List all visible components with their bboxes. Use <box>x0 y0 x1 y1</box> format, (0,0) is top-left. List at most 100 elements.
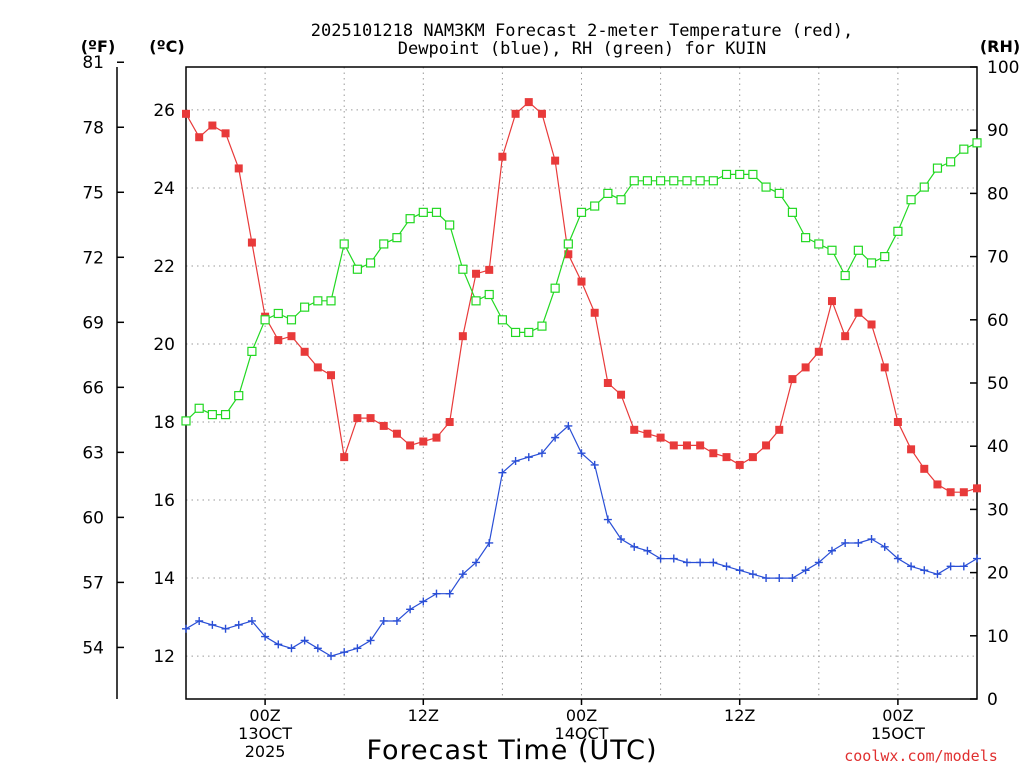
rh-tick-label: 70 <box>987 248 1009 268</box>
celsius-tick-label: 12 <box>153 647 175 667</box>
temperature-point <box>419 437 428 446</box>
dewpoint-point <box>827 546 836 555</box>
rh-point <box>590 201 600 211</box>
temperature-point <box>788 375 797 384</box>
rh-point <box>194 403 204 413</box>
dewpoint-point <box>973 554 981 563</box>
temperature-point <box>907 445 916 454</box>
temperature-point <box>195 133 204 142</box>
dewpoint-point <box>735 566 744 575</box>
dewpoint-point <box>854 538 863 547</box>
temperature-point <box>814 347 823 356</box>
dewpoint-point <box>775 574 784 583</box>
temperature-point <box>735 460 744 469</box>
x-tick-label: 13OCT <box>238 724 292 743</box>
dewpoint-point <box>603 515 612 524</box>
temperature-point <box>643 429 652 438</box>
temperature-point <box>182 109 190 118</box>
dewpoint-point <box>893 554 902 563</box>
celsius-tick-label: 26 <box>153 101 175 121</box>
celsius-tick-label: 16 <box>153 491 175 511</box>
fahrenheit-tick-label: 72 <box>82 248 104 268</box>
rh-point <box>919 182 929 192</box>
rh-point <box>181 416 191 426</box>
rh-point <box>550 283 560 293</box>
temperature-point <box>392 429 401 438</box>
temperature-point <box>656 433 665 442</box>
rh-point <box>352 264 362 274</box>
rh-tick-label: 60 <box>987 311 1009 331</box>
fahrenheit-tick-label: 66 <box>82 378 104 398</box>
fahrenheit-tick-label: 54 <box>82 638 104 658</box>
dewpoint-point <box>300 636 309 645</box>
temperature-point <box>511 109 520 118</box>
rh-point <box>972 138 982 148</box>
rh-point <box>814 239 824 249</box>
dewpoint-point <box>406 605 415 614</box>
dewpoint-point <box>524 453 533 462</box>
temperature-point <box>445 418 454 427</box>
dewpoint-point <box>946 562 955 571</box>
celsius-unit-label: (ºC) <box>149 37 184 56</box>
rh-point <box>313 296 323 306</box>
fahrenheit-tick-label: 81 <box>82 53 104 73</box>
temperature-point <box>458 332 467 341</box>
dewpoint-point <box>801 566 810 575</box>
dewpoint-point <box>959 562 968 571</box>
rh-point <box>655 176 666 186</box>
rh-point <box>959 144 969 154</box>
temperature-point <box>379 421 388 430</box>
celsius-tick-label: 20 <box>153 335 175 355</box>
celsius-tick-label: 22 <box>153 257 175 277</box>
rh-point <box>695 176 705 186</box>
rh-point <box>445 220 455 230</box>
dewpoint-point <box>498 468 507 477</box>
dewpoint-point <box>327 652 336 661</box>
dewpoint-point <box>247 616 256 625</box>
x-tick-label: 12Z <box>408 706 439 725</box>
rh-point <box>471 296 481 306</box>
rh-point <box>234 391 244 401</box>
x-axis-label: Forecast Time (UTC) <box>366 735 657 766</box>
rh-point <box>946 157 956 167</box>
fahrenheit-tick-label: 69 <box>82 313 104 333</box>
x-tick-label: 15OCT <box>871 724 925 743</box>
rh-point <box>326 296 336 306</box>
rh-point <box>629 176 639 186</box>
rh-point <box>906 195 916 205</box>
celsius-tick-label: 14 <box>153 569 175 589</box>
rh-point <box>827 245 837 255</box>
dewpoint-point <box>590 460 599 469</box>
dewpoint-point <box>630 542 639 551</box>
rh-tick-label: 100 <box>987 58 1019 78</box>
fahrenheit-tick-label: 60 <box>82 508 104 528</box>
rh-tick-label: 10 <box>987 627 1009 647</box>
fahrenheit-tick-label: 78 <box>82 118 104 138</box>
rh-unit-label: (RH) <box>980 37 1020 56</box>
dewpoint-point <box>287 644 296 653</box>
rh-point <box>761 182 771 192</box>
temperature-point <box>340 453 349 462</box>
dewpoint-point <box>195 616 204 625</box>
dewpoint-point <box>564 421 573 430</box>
x-tick-label: 2025 <box>245 742 286 761</box>
rh-tick-label: 80 <box>987 184 1009 204</box>
dewpoint-point <box>313 644 322 653</box>
dewpoint-point <box>788 574 797 583</box>
dewpoint-point <box>617 535 626 544</box>
rh-point <box>642 176 653 186</box>
temperature-point <box>959 488 968 497</box>
celsius-tick-label: 18 <box>153 413 175 433</box>
chart-title-line-2: Dewpoint (blue), RH (green) for KUIN <box>398 39 766 59</box>
temperature-point <box>933 480 942 489</box>
temperature-point <box>748 453 757 462</box>
fahrenheit-unit-label: (ºF) <box>81 37 116 56</box>
dewpoint-point <box>933 570 942 579</box>
rh-point <box>669 176 679 186</box>
dewpoint-point <box>762 574 771 583</box>
credit-text: coolwx.com/models <box>844 747 998 765</box>
rh-point <box>866 258 877 268</box>
dewpoint-point <box>656 554 665 563</box>
